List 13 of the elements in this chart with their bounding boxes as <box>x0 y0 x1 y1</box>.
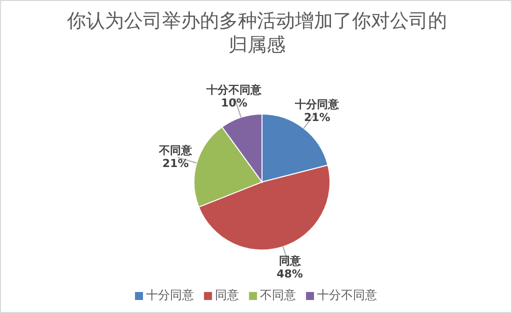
slice-label: 十分不同意 <box>206 83 263 96</box>
data-label: 10% <box>221 96 248 110</box>
legend-label: 不同意 <box>259 287 296 304</box>
legend-label: 十分不同意 <box>316 287 377 304</box>
chart-title: 你认为公司举办的多种活动增加了你对公司的归属感 <box>66 9 448 57</box>
slice-label: 不同意 <box>158 144 194 157</box>
data-label: 21% <box>304 110 330 124</box>
legend-label: 同意 <box>214 287 239 304</box>
slice-label: 十分同意 <box>294 98 340 111</box>
data-label: 48% <box>276 268 303 281</box>
legend-label: 十分同意 <box>145 287 194 304</box>
slice-label: 同意 <box>278 254 302 268</box>
data-label: 21% <box>162 156 189 170</box>
